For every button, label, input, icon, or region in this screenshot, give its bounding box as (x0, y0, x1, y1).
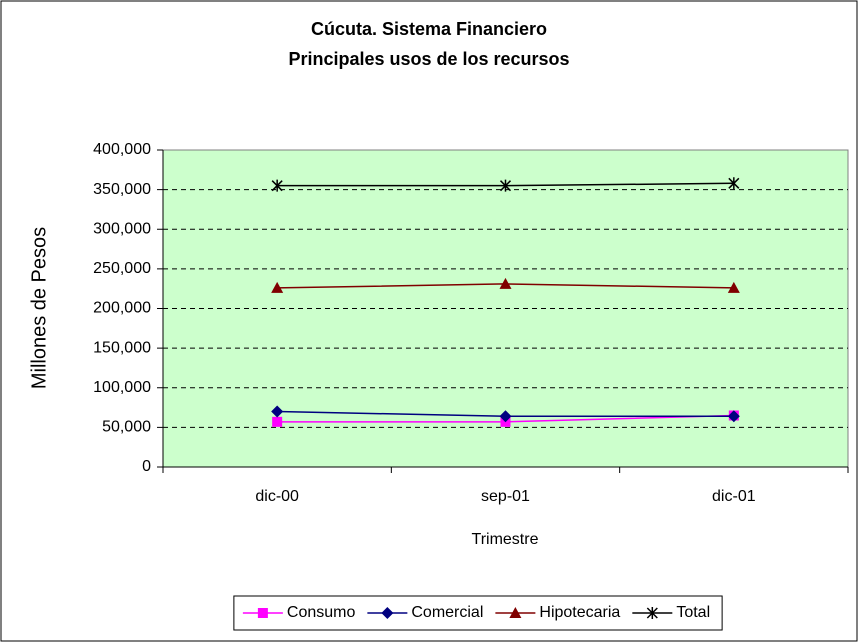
marker (727, 410, 740, 423)
marker (509, 607, 522, 618)
legend-label: Hipotecaria (539, 604, 620, 621)
y-tick-label: 400,000 (93, 141, 151, 158)
marker-shape (271, 405, 284, 418)
marker (272, 416, 283, 427)
marker-shape (499, 410, 512, 423)
chart-subtitle: Principales usos de los recursos (288, 49, 569, 69)
marker (728, 177, 740, 190)
marker (499, 410, 512, 423)
marker (499, 179, 512, 192)
y-tick-label: 0 (142, 458, 151, 475)
marker (257, 608, 268, 618)
y-tick-label: 200,000 (93, 300, 151, 317)
marker (727, 281, 740, 293)
marker-shape (646, 607, 658, 619)
marker-shape (727, 410, 740, 423)
marker-shape (728, 177, 740, 190)
marker-shape (257, 608, 268, 618)
marker-shape (271, 179, 283, 192)
chart-title: Cúcuta. Sistema Financiero (311, 19, 547, 39)
x-tick-label: dic-01 (712, 488, 756, 505)
marker-shape (271, 281, 284, 293)
marker (499, 277, 512, 289)
y-tick-label: 100,000 (93, 379, 151, 396)
x-tick-label: dic-00 (255, 488, 299, 505)
marker (381, 607, 394, 619)
y-tick-label: 300,000 (93, 220, 151, 237)
y-tick-label: 150,000 (93, 339, 151, 356)
marker-shape (272, 416, 283, 427)
marker-shape (381, 607, 394, 619)
marker-shape (499, 179, 512, 192)
y-axis-label: Millones de Pesos (28, 227, 50, 389)
marker (646, 607, 658, 619)
x-axis-label: Trimestre (472, 531, 539, 548)
marker-shape (499, 277, 512, 289)
marker-shape (727, 281, 740, 293)
x-tick-label: sep-01 (481, 488, 530, 505)
marker (271, 405, 284, 418)
legend-label: Comercial (411, 604, 483, 621)
marker (271, 179, 283, 192)
y-tick-label: 250,000 (93, 260, 151, 277)
legend-label: Consumo (287, 604, 356, 621)
marker-shape (509, 607, 522, 618)
y-tick-label: 350,000 (93, 181, 151, 198)
marker (271, 281, 284, 293)
legend: Consumo Comercial Hipotecaria Total (233, 595, 723, 631)
y-tick-label: 50,000 (102, 419, 151, 436)
legend-label: Total (676, 604, 710, 621)
